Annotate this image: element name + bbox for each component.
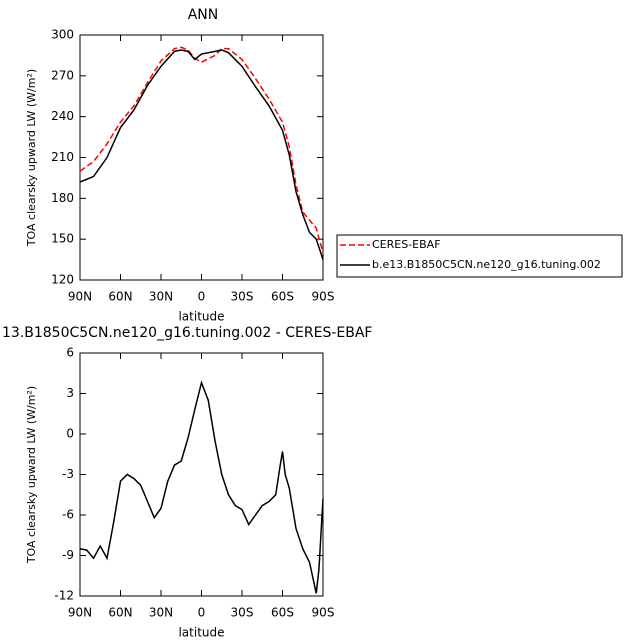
x-tick-label: 30N (149, 290, 173, 304)
x-tick-label: 30S (231, 290, 254, 304)
x-tick-label: 60S (271, 606, 294, 620)
chart-title: 13.B1850C5CN.ne120_g16.tuning.002 - CERE… (2, 325, 372, 341)
y-tick-label: 6 (66, 346, 74, 360)
legend-box (336, 234, 623, 278)
y-tick-label: 210 (51, 150, 74, 164)
y-tick-label: 120 (51, 273, 74, 287)
x-tick-label: 90S (312, 290, 335, 304)
x-tick-label: 0 (198, 290, 206, 304)
x-axis-label: latitude (178, 626, 224, 640)
x-tick-label: 30N (149, 606, 173, 620)
y-tick-label: 180 (51, 191, 74, 205)
x-tick-label: 30S (231, 606, 254, 620)
plot-frame (79, 352, 324, 597)
x-tick-label: 90N (68, 606, 92, 620)
x-tick-label: 60N (108, 606, 132, 620)
y-tick-label: -12 (54, 589, 74, 603)
y-axis-label: TOA clearsky upward LW (W/m²) (25, 386, 38, 564)
y-tick-label: 150 (51, 232, 74, 246)
x-tick-label: 0 (198, 606, 206, 620)
legend-label: b.e13.B1850C5CN.ne120_g16.tuning.002 (372, 258, 601, 271)
chart-title: ANN (188, 7, 219, 23)
y-tick-label: 240 (51, 109, 74, 123)
x-tick-label: 90N (68, 290, 92, 304)
y-tick-label: 270 (51, 68, 74, 82)
x-tick-label: 60S (271, 290, 294, 304)
x-tick-label: 60N (108, 290, 132, 304)
x-tick-label: 90S (312, 606, 335, 620)
legend-label: CERES-EBAF (372, 238, 441, 251)
y-tick-label: 300 (51, 28, 74, 42)
x-axis-label: latitude (178, 310, 224, 324)
plot-frame (79, 34, 324, 281)
y-tick-label: 3 (66, 386, 74, 400)
data-line (79, 46, 324, 253)
data-line (79, 380, 324, 594)
y-tick-label: -3 (62, 467, 74, 481)
y-axis-label: TOA clearsky upward LW (W/m²) (25, 69, 38, 247)
y-tick-label: -6 (62, 508, 74, 522)
y-tick-label: 0 (66, 427, 74, 441)
data-line (79, 49, 324, 260)
y-tick-label: -9 (62, 548, 74, 562)
